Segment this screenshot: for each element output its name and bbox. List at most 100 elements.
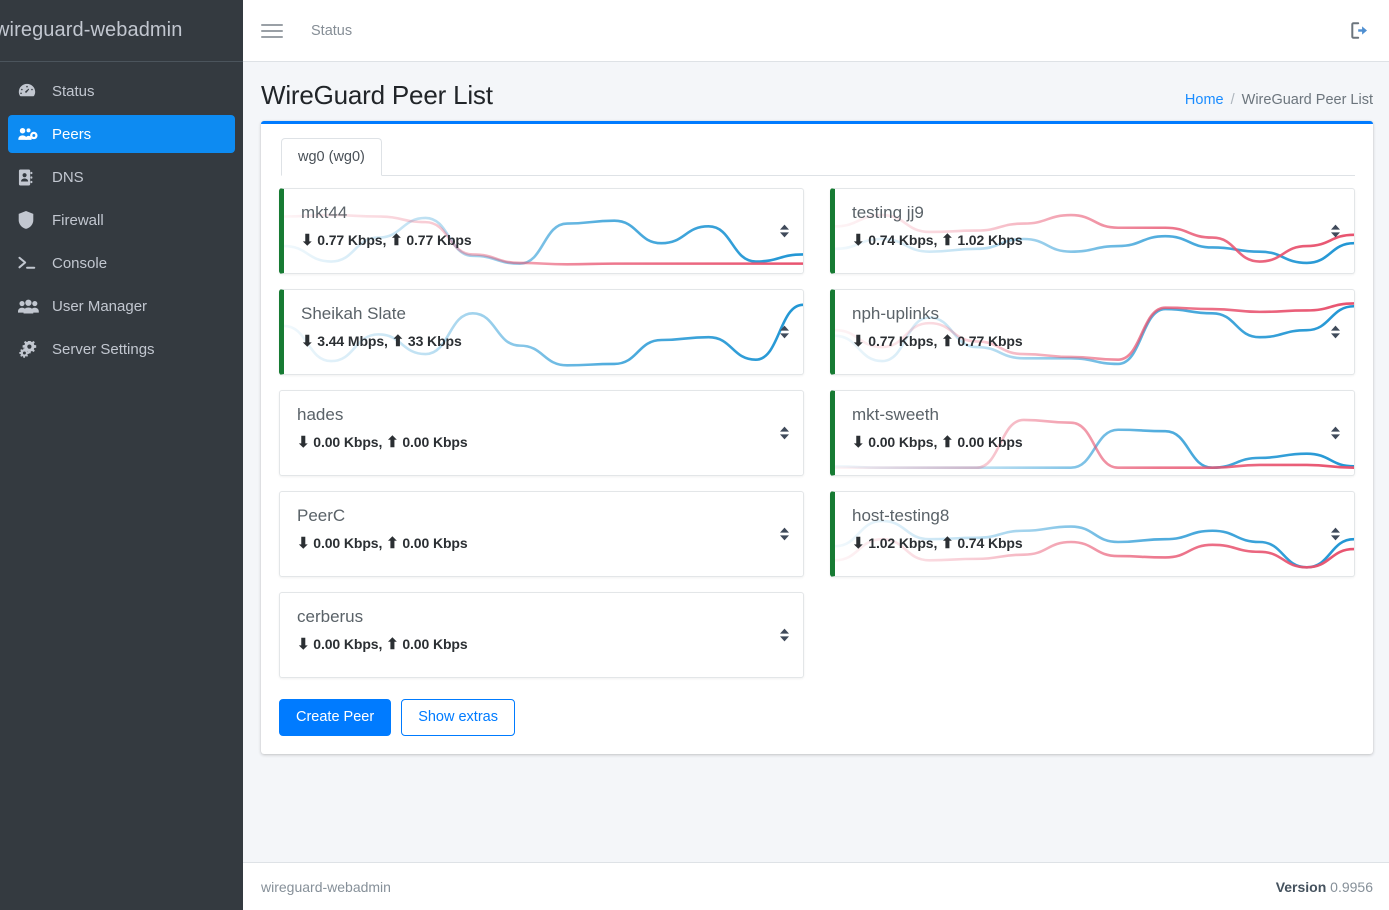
upload-rate: 0.74 Kbps [953, 535, 1023, 552]
sidebar-item-label: Console [52, 254, 108, 272]
topbar-status-link[interactable]: Status [311, 22, 353, 39]
sidebar-item-user-manager[interactable]: User Manager [8, 287, 235, 325]
sidebar-brand[interactable]: wireguard-webadmin [0, 0, 243, 62]
peer-column-right: testing jj9 ⬇ 0.74 Kbps, ⬆ 1.02 Kbps nph-u… [830, 188, 1355, 693]
peer-name: Sheikah Slate [301, 304, 406, 323]
peer-card[interactable]: nph-uplinks ⬇ 0.77 Kbps, ⬆ 0.77 Kbps [830, 289, 1355, 375]
peer-throughput: ⬇ 0.00 Kbps, ⬆ 0.00 Kbps [297, 635, 787, 653]
sidebar-item-dns[interactable]: DNS [8, 158, 235, 196]
sidebar-item-peers[interactable]: Peers [8, 115, 235, 153]
peer-throughput: ⬇ 3.44 Mbps, ⬆ 33 Kbps [301, 332, 787, 350]
peer-info: nph-uplinks ⬇ 0.77 Kbps, ⬆ 0.77 Kbps [835, 290, 1354, 350]
peers-icon [18, 125, 44, 143]
users-icon [18, 297, 44, 315]
peer-card[interactable]: PeerC ⬇ 0.00 Kbps, ⬆ 0.00 Kbps [279, 491, 804, 577]
peer-throughput: ⬇ 0.77 Kbps, ⬆ 0.77 Kbps [852, 332, 1338, 350]
peer-card[interactable]: hades ⬇ 0.00 Kbps, ⬆ 0.00 Kbps [279, 390, 804, 476]
download-arrow-icon: ⬇ [852, 535, 865, 553]
peer-card[interactable]: mkt44 ⬇ 0.77 Kbps, ⬆ 0.77 Kbps [279, 188, 804, 274]
peer-card[interactable]: cerberus ⬇ 0.00 Kbps, ⬆ 0.00 Kbps [279, 592, 804, 678]
address-book-icon [18, 168, 44, 186]
upload-arrow-icon: ⬆ [941, 333, 954, 351]
download-rate: 0.00 Kbps, [309, 434, 387, 451]
peer-card[interactable]: mkt-sweeth ⬇ 0.00 Kbps, ⬆ 0.00 Kbps [830, 390, 1355, 476]
peer-name: cerberus [297, 607, 364, 626]
upload-rate: 0.00 Kbps [398, 535, 468, 552]
content-body: wg0 (wg0) mkt44 ⬇ 0.77 Kbps, ⬆ 0.77 Kbps S… [243, 121, 1389, 862]
peer-info: mkt44 ⬇ 0.77 Kbps, ⬆ 0.77 Kbps [284, 189, 803, 249]
create-peer-button[interactable]: Create Peer [279, 699, 392, 737]
upload-arrow-icon: ⬆ [941, 434, 954, 452]
peer-name: hades [297, 405, 344, 424]
sidebar-item-label: User Manager [52, 297, 148, 315]
download-rate: 0.77 Kbps, [313, 232, 391, 249]
topbar: Status [243, 0, 1389, 62]
upload-rate: 33 Kbps [404, 333, 462, 350]
footer-app-name: wireguard-webadmin [261, 878, 391, 895]
download-arrow-icon: ⬇ [852, 232, 865, 250]
peer-info: host-testing8 ⬇ 1.02 Kbps, ⬆ 0.74 Kbps [835, 492, 1354, 552]
upload-arrow-icon: ⬆ [941, 232, 954, 250]
sort-toggle-icon[interactable] [1330, 527, 1341, 541]
peer-info: cerberus ⬇ 0.00 Kbps, ⬆ 0.00 Kbps [280, 593, 803, 653]
sidebar-item-status[interactable]: Status [8, 72, 235, 110]
download-arrow-icon: ⬇ [852, 333, 865, 351]
peer-info: Sheikah Slate ⬇ 3.44 Mbps, ⬆ 33 Kbps [284, 290, 803, 350]
show-extras-button[interactable]: Show extras [401, 699, 515, 737]
sort-toggle-icon[interactable] [779, 527, 790, 541]
upload-arrow-icon: ⬆ [390, 232, 403, 250]
sort-toggle-icon[interactable] [1330, 224, 1341, 238]
sidebar-item-console[interactable]: Console [8, 244, 235, 282]
download-rate: 0.77 Kbps, [864, 333, 942, 350]
upload-arrow-icon: ⬆ [386, 535, 399, 553]
sort-toggle-icon[interactable] [779, 325, 790, 339]
peer-throughput: ⬇ 0.00 Kbps, ⬆ 0.00 Kbps [852, 433, 1338, 451]
peer-name: host-testing8 [852, 506, 950, 525]
peer-info: testing jj9 ⬇ 0.74 Kbps, ⬆ 1.02 Kbps [835, 189, 1354, 249]
sidebar-item-label: DNS [52, 168, 84, 186]
sort-toggle-icon[interactable] [1330, 426, 1341, 440]
download-rate: 0.00 Kbps, [864, 434, 942, 451]
sidebar-item-server-settings[interactable]: Server Settings [8, 330, 235, 368]
footer-version: Version 0.9956 [1276, 879, 1373, 895]
peer-info: mkt-sweeth ⬇ 0.00 Kbps, ⬆ 0.00 Kbps [835, 391, 1354, 451]
peer-grid: mkt44 ⬇ 0.77 Kbps, ⬆ 0.77 Kbps Sheikah Sla… [279, 188, 1355, 693]
sign-out-icon[interactable] [1350, 21, 1369, 40]
upload-rate: 1.02 Kbps [953, 232, 1023, 249]
download-arrow-icon: ⬇ [297, 636, 310, 654]
sidebar-nav: Status Peers [0, 62, 243, 373]
sort-toggle-icon[interactable] [779, 426, 790, 440]
peer-info: hades ⬇ 0.00 Kbps, ⬆ 0.00 Kbps [280, 391, 803, 451]
download-arrow-icon: ⬇ [297, 535, 310, 553]
footer: wireguard-webadmin Version 0.9956 [243, 862, 1389, 910]
upload-rate: 0.00 Kbps [398, 636, 468, 653]
dashboard-icon [18, 82, 44, 100]
peer-name: PeerC [297, 506, 346, 525]
hamburger-icon[interactable] [261, 20, 283, 42]
breadcrumb-home-link[interactable]: Home [1184, 92, 1224, 108]
sort-toggle-icon[interactable] [779, 224, 790, 238]
interface-tabs: wg0 (wg0) [281, 138, 1355, 176]
terminal-icon [18, 254, 44, 272]
sidebar-item-label: Status [52, 82, 95, 100]
peer-card[interactable]: Sheikah Slate ⬇ 3.44 Mbps, ⬆ 33 Kbps [279, 289, 804, 375]
peer-throughput: ⬇ 0.00 Kbps, ⬆ 0.00 Kbps [297, 433, 787, 451]
download-rate: 0.00 Kbps, [309, 636, 387, 653]
peer-card[interactable]: testing jj9 ⬇ 0.74 Kbps, ⬆ 1.02 Kbps [830, 188, 1355, 274]
sidebar-item-label: Server Settings [52, 340, 155, 358]
tab-wg0[interactable]: wg0 (wg0) [281, 138, 382, 176]
upload-rate: 0.00 Kbps [398, 434, 468, 451]
action-buttons: Create Peer Show extras [279, 699, 1355, 737]
footer-version-value: 0.9956 [1330, 878, 1373, 895]
peer-column-left: mkt44 ⬇ 0.77 Kbps, ⬆ 0.77 Kbps Sheikah Sla… [279, 188, 804, 693]
breadcrumb-separator: / [1230, 92, 1235, 108]
upload-rate: 0.77 Kbps [402, 232, 472, 249]
sidebar-item-label: Peers [52, 125, 92, 143]
peer-throughput: ⬇ 0.77 Kbps, ⬆ 0.77 Kbps [301, 231, 787, 249]
sidebar-item-firewall[interactable]: Firewall [8, 201, 235, 239]
brand-label: wireguard-webadmin [0, 19, 183, 41]
sort-toggle-icon[interactable] [779, 628, 790, 642]
sort-toggle-icon[interactable] [1330, 325, 1341, 339]
peer-name: nph-uplinks [852, 304, 939, 323]
peer-card[interactable]: host-testing8 ⬇ 1.02 Kbps, ⬆ 0.74 Kbps [830, 491, 1355, 577]
